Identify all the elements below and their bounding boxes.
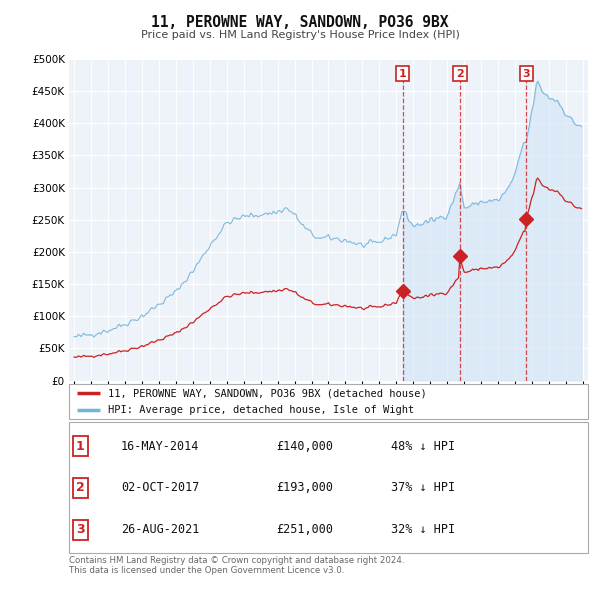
Text: 2: 2 <box>456 68 464 78</box>
Text: 2: 2 <box>76 481 85 494</box>
Text: Price paid vs. HM Land Registry's House Price Index (HPI): Price paid vs. HM Land Registry's House … <box>140 30 460 40</box>
Text: £140,000: £140,000 <box>277 440 334 453</box>
Text: 1: 1 <box>76 440 85 453</box>
Text: 02-OCT-2017: 02-OCT-2017 <box>121 481 199 494</box>
Text: HPI: Average price, detached house, Isle of Wight: HPI: Average price, detached house, Isle… <box>108 405 414 415</box>
Text: 37% ↓ HPI: 37% ↓ HPI <box>391 481 455 494</box>
Text: 48% ↓ HPI: 48% ↓ HPI <box>391 440 455 453</box>
Text: 1: 1 <box>399 68 406 78</box>
Text: 16-MAY-2014: 16-MAY-2014 <box>121 440 199 453</box>
Text: £193,000: £193,000 <box>277 481 334 494</box>
Text: 32% ↓ HPI: 32% ↓ HPI <box>391 523 455 536</box>
Text: £251,000: £251,000 <box>277 523 334 536</box>
Text: 3: 3 <box>522 68 530 78</box>
Text: 11, PEROWNE WAY, SANDOWN, PO36 9BX (detached house): 11, PEROWNE WAY, SANDOWN, PO36 9BX (deta… <box>108 388 427 398</box>
Text: 11, PEROWNE WAY, SANDOWN, PO36 9BX: 11, PEROWNE WAY, SANDOWN, PO36 9BX <box>151 15 449 30</box>
Text: Contains HM Land Registry data © Crown copyright and database right 2024.
This d: Contains HM Land Registry data © Crown c… <box>69 556 404 575</box>
Text: 26-AUG-2021: 26-AUG-2021 <box>121 523 199 536</box>
Text: 3: 3 <box>76 523 85 536</box>
